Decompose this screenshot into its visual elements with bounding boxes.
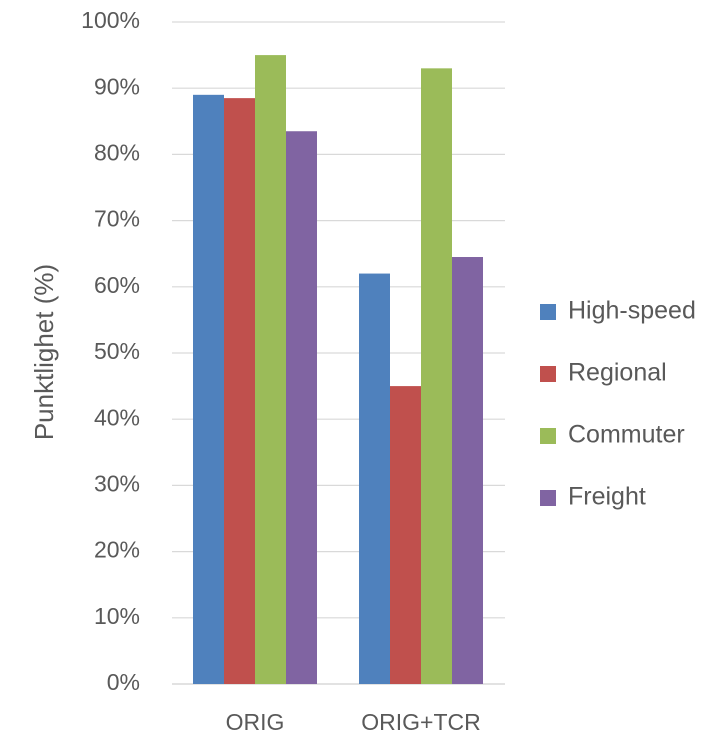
bar-regional-orig xyxy=(224,98,255,684)
legend-swatch xyxy=(540,304,556,320)
x-category-label: ORIG xyxy=(226,709,285,735)
legend-label: Freight xyxy=(568,483,646,511)
legend-swatch xyxy=(540,428,556,444)
y-tick-label: 20% xyxy=(94,537,140,563)
legend-label: High-speed xyxy=(568,297,696,325)
y-tick-label: 80% xyxy=(94,139,140,165)
y-tick-label: 40% xyxy=(94,404,140,430)
bar-commuter-orig-tcr xyxy=(421,68,452,685)
y-tick-label: 30% xyxy=(94,470,140,496)
bar-freight-orig-tcr xyxy=(452,257,483,684)
bar-high-speed-orig-tcr xyxy=(359,273,390,684)
legend-swatch xyxy=(540,366,556,382)
y-tick-label: 100% xyxy=(81,7,140,33)
y-tick-label: 60% xyxy=(94,272,140,298)
y-tick-label: 90% xyxy=(94,73,140,99)
bar-regional-orig-tcr xyxy=(390,386,421,684)
bar-commuter-orig xyxy=(255,55,286,685)
legend-swatch xyxy=(540,490,556,506)
bar-high-speed-orig xyxy=(193,94,224,684)
x-category-label: ORIG+TCR xyxy=(361,709,480,735)
y-tick-label: 70% xyxy=(94,206,140,232)
y-tick-label: 10% xyxy=(94,603,140,629)
y-axis-tick-labels: 0% 10% 20% 30% 40% 50% 60% 70% 80% 90% 100% xyxy=(81,7,140,695)
legend-label: Regional xyxy=(568,359,667,387)
bar-freight-orig xyxy=(286,131,317,685)
y-tick-label: 50% xyxy=(94,338,140,364)
legend-label: Commuter xyxy=(568,421,685,449)
legend: High-speed Regional Commuter Freight xyxy=(540,297,696,511)
bars xyxy=(193,55,483,685)
y-axis-title: Punktlighet (%) xyxy=(29,264,59,440)
x-axis-category-labels: ORIG ORIG+TCR xyxy=(226,709,481,735)
y-tick-label: 0% xyxy=(107,669,140,695)
